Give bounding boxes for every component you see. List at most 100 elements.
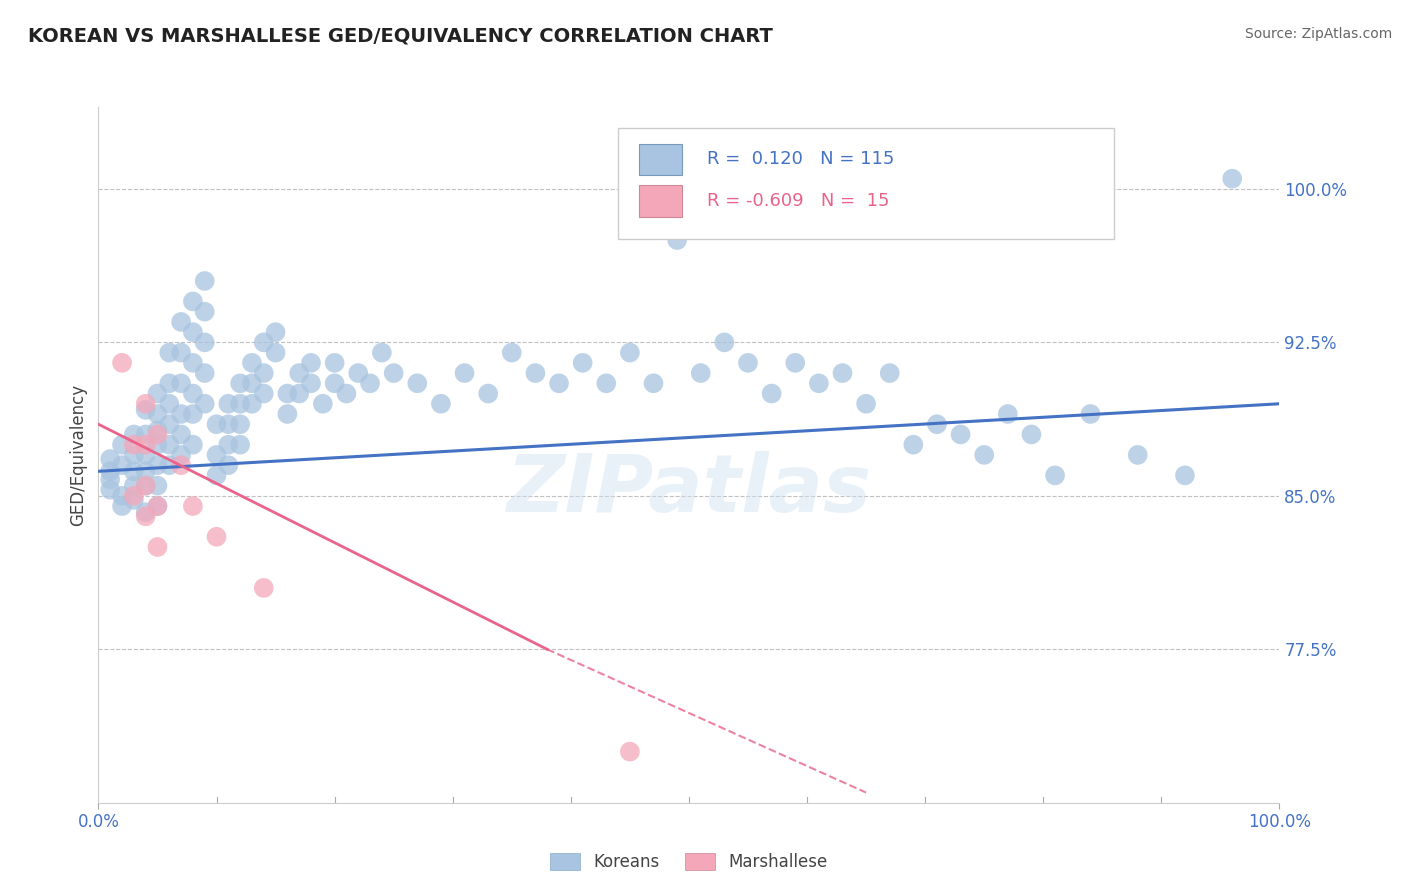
Point [299, 376, 322, 391]
Point [288, 366, 311, 380]
Point [135, 478, 157, 492]
Point [643, 376, 665, 391]
Point [831, 366, 853, 380]
Point [194, 304, 217, 318]
Point [571, 356, 593, 370]
Point [146, 499, 169, 513]
Point [170, 345, 193, 359]
Text: R =  0.120   N = 115: R = 0.120 N = 115 [707, 150, 894, 169]
Point [997, 407, 1019, 421]
Text: ZIPatlas: ZIPatlas [506, 450, 872, 529]
Point [135, 438, 157, 452]
Point [135, 427, 157, 442]
Point [111, 489, 134, 503]
Point [761, 386, 783, 401]
Point [229, 438, 252, 452]
Point [157, 458, 180, 472]
Point [501, 345, 523, 359]
Point [619, 345, 641, 359]
Point [1021, 427, 1043, 442]
Point [903, 438, 925, 452]
Y-axis label: GED/Equivalency: GED/Equivalency [69, 384, 87, 526]
Point [925, 417, 948, 432]
Point [181, 356, 204, 370]
Point [253, 366, 276, 380]
Point [1174, 468, 1197, 483]
Point [477, 386, 499, 401]
Point [453, 366, 475, 380]
Point [276, 407, 298, 421]
Point [855, 397, 877, 411]
Point [240, 376, 263, 391]
Point [122, 492, 145, 507]
Point [1043, 468, 1066, 483]
Point [713, 335, 735, 350]
Point [949, 427, 972, 442]
Point [312, 397, 335, 411]
Point [737, 356, 759, 370]
Point [229, 417, 252, 432]
Point [548, 376, 571, 391]
Point [170, 458, 193, 472]
Point [217, 397, 239, 411]
Point [181, 386, 204, 401]
Bar [640, 144, 682, 175]
Point [194, 366, 217, 380]
Point [595, 376, 617, 391]
Point [807, 376, 830, 391]
Point [973, 448, 995, 462]
Point [264, 345, 287, 359]
Point [98, 452, 121, 467]
Point [217, 458, 239, 472]
Point [122, 448, 145, 462]
Point [359, 376, 381, 391]
Point [382, 366, 405, 380]
Point [135, 448, 157, 462]
Point [229, 397, 252, 411]
Point [194, 335, 217, 350]
Point [111, 438, 134, 452]
Point [146, 407, 169, 421]
Point [146, 540, 169, 554]
Point [1220, 171, 1243, 186]
Point [170, 427, 193, 442]
Point [122, 464, 145, 478]
Point [205, 468, 228, 483]
Point [181, 438, 204, 452]
Point [785, 356, 807, 370]
Point [135, 397, 157, 411]
Point [146, 427, 169, 442]
Point [1126, 448, 1149, 462]
Point [430, 397, 453, 411]
Point [371, 345, 394, 359]
Point [253, 335, 276, 350]
Point [619, 745, 641, 759]
Point [299, 356, 322, 370]
Point [146, 499, 169, 513]
Point [253, 386, 276, 401]
Point [170, 315, 193, 329]
Point [181, 325, 204, 339]
Point [170, 407, 193, 421]
Point [288, 386, 311, 401]
Point [135, 509, 157, 524]
Point [689, 366, 711, 380]
Point [170, 448, 193, 462]
Point [135, 464, 157, 478]
Bar [640, 186, 682, 217]
Point [276, 386, 298, 401]
Point [157, 417, 180, 432]
Point [217, 438, 239, 452]
Point [240, 356, 263, 370]
Point [135, 478, 157, 492]
Point [122, 427, 145, 442]
Point [157, 438, 180, 452]
Point [111, 499, 134, 513]
Point [111, 458, 134, 472]
Point [135, 505, 157, 519]
Point [323, 356, 346, 370]
Point [135, 403, 157, 417]
Point [146, 458, 169, 472]
Point [181, 294, 204, 309]
Point [253, 581, 276, 595]
